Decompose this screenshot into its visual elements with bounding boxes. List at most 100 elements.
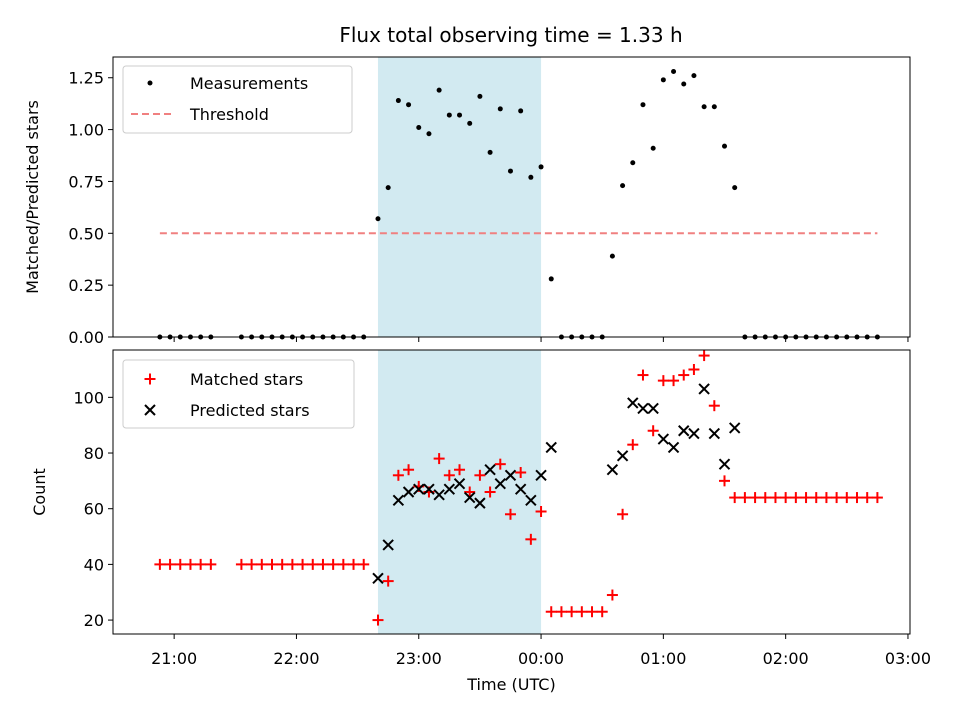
matched-star-point: [348, 558, 360, 570]
count-y-tick-label: 60: [84, 500, 104, 519]
count-y-tick-label: 100: [73, 388, 104, 407]
predicted-star-point: [464, 491, 476, 504]
measurement-point: [487, 149, 493, 155]
matched-star-point: [276, 558, 288, 570]
matched-star-point: [698, 350, 710, 362]
matched-star-point: [596, 606, 608, 618]
predicted-star-point: [637, 402, 649, 415]
predicted-star-point: [392, 494, 405, 507]
matched-star-point: [586, 606, 598, 618]
measurement-point: [436, 87, 442, 93]
matched-legend-label: Matched stars: [190, 370, 303, 389]
matched-star-point: [307, 558, 319, 570]
measurement-point: [467, 120, 473, 126]
measurement-point: [406, 102, 412, 108]
predicted-star-point: [606, 464, 619, 476]
observing-window-shade-top: [377, 57, 542, 337]
matched-star-point: [372, 614, 384, 626]
matched-star-point: [861, 492, 873, 504]
matched-star-point: [719, 475, 731, 487]
measurements-legend-label: Measurements: [190, 74, 308, 93]
measurement-point: [457, 112, 463, 118]
ratio-y-tick-label: 1.00: [68, 121, 104, 140]
predicted-star-point: [514, 483, 527, 495]
measurement-point: [732, 185, 738, 191]
time-x-axis-label: Time (UTC): [466, 675, 555, 694]
measurement-point: [630, 160, 636, 166]
matched-star-point: [535, 505, 547, 517]
ratio-panel: 0.00 0.25 0.50 0.75 1.00 1.25 Matched/Predict…: [23, 56, 911, 347]
matched-star-point: [205, 558, 217, 570]
time-x-tick-label: 23:00: [396, 649, 442, 668]
predicted-star-point: [413, 483, 425, 495]
predicted-star-point: [678, 425, 690, 437]
measurement-point: [609, 253, 615, 259]
matched-star-point: [566, 606, 578, 618]
matched-star-point: [739, 492, 751, 504]
measurement-point: [681, 81, 687, 87]
matched-star-point: [327, 558, 339, 570]
count-y-tick-label: 40: [84, 555, 104, 574]
matched-star-point: [769, 492, 781, 504]
predicted-star-point: [474, 497, 486, 509]
matched-star-point: [286, 558, 298, 570]
predicted-star-point: [718, 458, 731, 470]
ratio-y-axis-label: Matched/Predicted stars: [23, 100, 42, 294]
measurement-point: [518, 108, 524, 114]
measurement-point: [395, 98, 401, 104]
matched-star-point: [433, 453, 445, 465]
matched-star-point: [297, 558, 309, 570]
measurements-legend-marker: [147, 80, 153, 86]
predicted-star-point: [667, 441, 680, 454]
threshold-legend-label: Threshold: [189, 105, 269, 124]
matched-star-point: [246, 558, 258, 570]
measurement-point: [711, 104, 717, 110]
matched-star-point: [810, 492, 822, 504]
matched-star-point: [841, 492, 853, 504]
predicted-star-point: [494, 477, 506, 490]
measurement-point: [375, 216, 381, 222]
predicted-star-point: [647, 402, 659, 415]
measurement-point: [446, 112, 452, 118]
measurement-point: [497, 106, 503, 112]
matched-star-point: [154, 558, 166, 570]
matched-star-point: [637, 369, 649, 381]
predicted-star-point: [443, 483, 456, 495]
predicted-star-point: [433, 489, 445, 501]
predicted-star-point: [545, 441, 557, 454]
chart-title: Flux total observing time = 1.33 h: [339, 23, 682, 47]
matched-star-point: [382, 575, 394, 587]
predicted-star-point: [453, 477, 466, 490]
count-legend-box: [122, 359, 355, 429]
predicted-star-point: [728, 422, 741, 434]
matched-star-point: [504, 508, 516, 520]
predicted-legend-marker: [144, 404, 156, 416]
matched-star-point: [831, 492, 843, 504]
matched-star-point: [184, 558, 196, 570]
matched-star-point: [617, 508, 629, 520]
measurement-point: [426, 131, 432, 137]
matched-star-point: [729, 492, 741, 504]
predicted-star-point: [382, 539, 394, 551]
time-x-tick-label: 01:00: [640, 649, 686, 668]
predicted-star-point: [657, 433, 670, 445]
matched-star-point: [174, 558, 186, 570]
matched-star-point: [443, 469, 455, 481]
matched-star-point: [606, 589, 618, 601]
matched-star-point: [195, 558, 207, 570]
matched-star-point: [266, 558, 278, 570]
ratio-y-tick-label: 0.00: [68, 328, 104, 347]
measurement-point: [640, 102, 646, 108]
matched-star-point: [851, 492, 863, 504]
matched-star-point: [474, 469, 486, 481]
matched-star-point: [317, 558, 329, 570]
matched-star-point: [515, 467, 527, 479]
predicted-star-point: [423, 483, 435, 495]
predicted-star-point: [688, 427, 700, 440]
matched-star-point: [484, 486, 496, 498]
measurement-point: [385, 185, 391, 191]
predicted-star-point: [525, 494, 537, 507]
matched-star-point: [678, 369, 690, 381]
matched-legend-marker: [144, 373, 156, 385]
